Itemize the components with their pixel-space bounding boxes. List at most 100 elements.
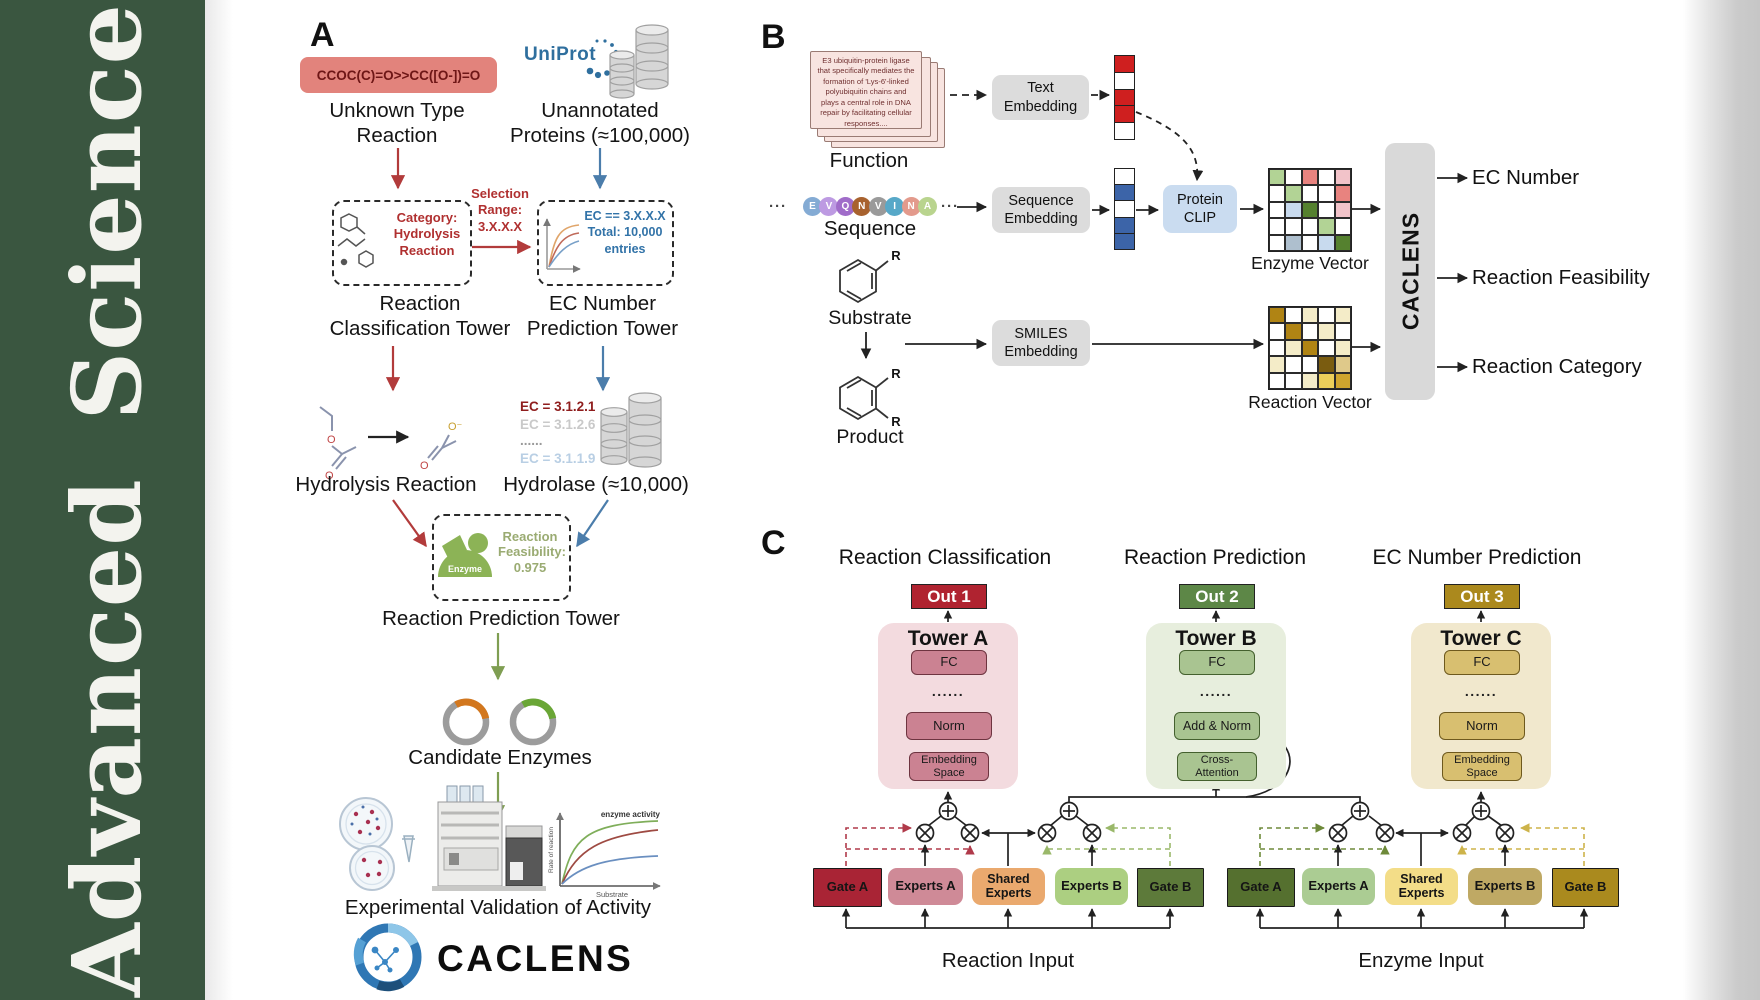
reaction-gate-a: Gate A: [813, 868, 882, 907]
matrix-cell: [1334, 339, 1351, 357]
matrix-cell: [1269, 201, 1286, 219]
sequence-residue: E: [803, 197, 822, 216]
vector-cell: [1115, 88, 1134, 106]
function-card-text: E3 ubiquitin-protein ligase that specifi…: [810, 51, 922, 129]
matrix-cell: [1301, 201, 1319, 219]
sequence-ellipsis: ···: [941, 198, 959, 215]
label-reaction-vector: Reaction Vector: [1248, 392, 1372, 412]
matrix-cell: [1334, 169, 1351, 186]
out-3-box: Out 3: [1444, 584, 1520, 609]
product-node: [915, 823, 935, 843]
label-product: Product: [836, 426, 904, 448]
matrix-cell: [1318, 307, 1335, 324]
ec-result-line: ......: [520, 433, 543, 448]
matrix-cell: [1334, 201, 1351, 219]
matrix-cell: [1318, 339, 1335, 357]
uniprot-logo: UniProt: [524, 44, 597, 65]
label-enzyme-vector: Enzyme Vector: [1251, 253, 1369, 273]
protein-clip-box: Protein CLIP: [1163, 185, 1237, 233]
label-unannotated-proteins: Unannotated Proteins (≈100,000): [510, 99, 690, 147]
matrix-cell: [1318, 169, 1335, 186]
sum-node: [1350, 801, 1370, 821]
matrix-cell: [1285, 218, 1302, 235]
tower-a-title: Tower A: [907, 627, 989, 650]
header-reaction-classification: Reaction Classification: [838, 546, 1052, 569]
enzyme-gate-a: Gate A: [1227, 868, 1295, 907]
label-hydrolase: Hydrolase (≈10,000): [503, 473, 689, 496]
matrix-cell: [1269, 234, 1286, 251]
ec-curves-icon: [543, 218, 581, 273]
vector-cell: [1115, 122, 1134, 139]
matrix-cell: [1334, 307, 1351, 324]
label-ec-tower: EC Number Prediction Tower: [526, 292, 679, 340]
label-ec-filter: EC == 3.X.X.X Total: 10,000 entries: [584, 209, 666, 256]
atom-o: O: [325, 470, 334, 482]
activity-plot: [556, 812, 661, 890]
matrix-cell: [1318, 372, 1335, 389]
matrix-cell: [1269, 323, 1286, 340]
vector-cell: [1115, 71, 1134, 89]
output-reaction-feasibility: Reaction Feasibility: [1472, 266, 1650, 289]
hplc-instrument-icon: [432, 785, 546, 891]
caclens-logo-icon: [353, 923, 422, 992]
enzyme-blob-icon: Enzyme: [438, 533, 492, 577]
database-icon-hydrolase: [600, 392, 662, 468]
tower-c-fc: FC: [1444, 650, 1520, 675]
caclens-model-name: CACLENS: [1397, 211, 1423, 331]
sequence-embedding-box: Sequence Embedding: [992, 187, 1090, 233]
label-reaction-feasibility-score: Reaction Feasibility: 0.975: [498, 529, 566, 575]
vector-cell: [1115, 200, 1134, 217]
product-node: [1328, 823, 1348, 843]
label-sequence: Sequence: [823, 217, 917, 240]
matrix-cell: [1318, 218, 1335, 235]
text-embedding-vector: [1114, 55, 1135, 140]
vector-cell: [1115, 232, 1134, 250]
matrix-cell: [1334, 185, 1351, 202]
sequence-residue: A: [918, 197, 937, 216]
reaction-experts-a: Experts A: [888, 868, 963, 905]
plot-ylabel: Rate of reaction: [548, 827, 555, 873]
vector-cell: [1115, 216, 1134, 233]
tower-a-embedding-space: Embedding Space: [909, 752, 989, 781]
matrix-cell: [1285, 169, 1302, 186]
enzyme-vector-matrix: [1268, 168, 1352, 252]
caclens-model-bar: CACLENS: [1385, 143, 1435, 400]
enzyme-experts-b: Experts B: [1468, 868, 1542, 905]
smiles-box: CCOC(C)=O>>CC([O-])=O: [300, 57, 497, 93]
ec-result-line: EC = 3.1.2.1: [520, 399, 596, 414]
matrix-cell: [1285, 234, 1302, 251]
reaction-shared-experts: Shared Experts: [972, 868, 1045, 905]
tower-a-dots: ......: [931, 683, 965, 699]
atom-o: O: [327, 434, 336, 446]
matrix-cell: [1301, 323, 1319, 340]
product-node: [1375, 823, 1395, 843]
matrix-cell: [1269, 356, 1286, 373]
category-dashed-box: [332, 200, 472, 286]
feasibility-dashed-box: [432, 514, 571, 601]
ec-result-line: EC = 3.1.2.6: [520, 417, 596, 432]
matrix-cell: [1318, 234, 1335, 251]
vector-cell: [1115, 169, 1134, 185]
reaction-gate-b: Gate B: [1137, 868, 1204, 907]
sequence-residue: V: [868, 197, 888, 216]
product-node: [1082, 823, 1102, 843]
label-substrate: Substrate: [828, 307, 912, 329]
product-node: [1452, 823, 1472, 843]
matrix-cell: [1269, 339, 1286, 357]
matrix-cell: [1301, 169, 1319, 186]
sequence-residue: V: [819, 197, 839, 216]
matrix-cell: [1301, 234, 1319, 251]
label-function: Function: [829, 149, 909, 172]
tower-b-fc: FC: [1179, 650, 1255, 675]
tower-b-dots: ......: [1199, 683, 1233, 699]
header-reaction-prediction: Reaction Prediction: [1123, 546, 1307, 569]
caclens-wordmark: CACLENS: [437, 938, 634, 979]
reaction-vector-matrix: [1268, 306, 1352, 390]
sequence-residue: N: [852, 197, 872, 216]
matrix-cell: [1318, 356, 1335, 373]
tower-c-norm: Norm: [1439, 712, 1525, 740]
label-unknown-reaction: Unknown Type Reaction: [329, 99, 465, 147]
matrix-cell: [1334, 323, 1351, 340]
matrix-cell: [1285, 356, 1302, 373]
